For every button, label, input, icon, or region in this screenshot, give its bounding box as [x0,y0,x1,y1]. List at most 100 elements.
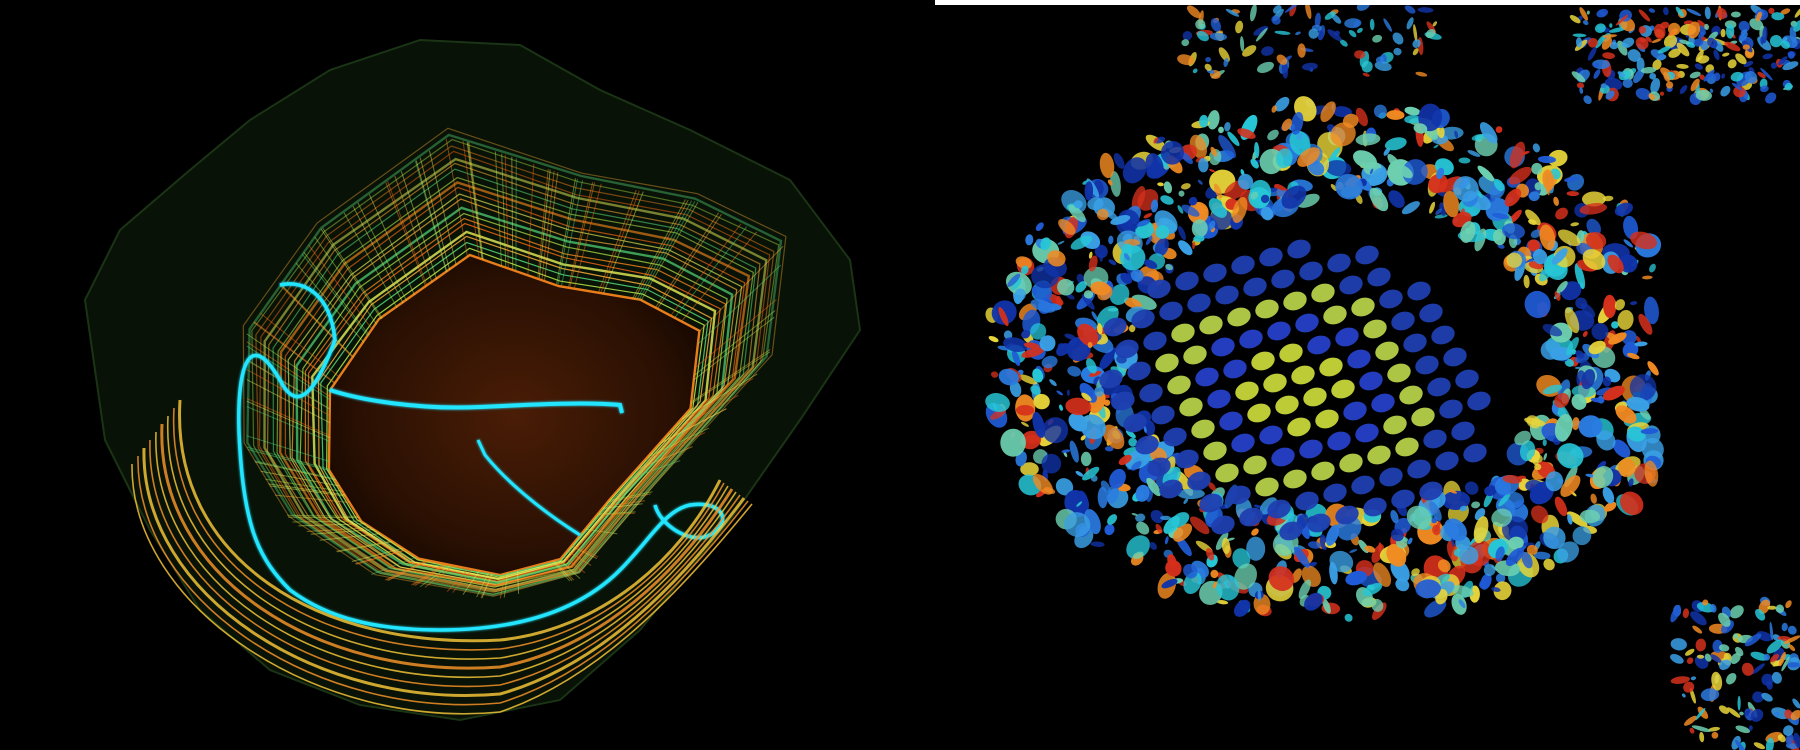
corner-gaussian [1569,15,1581,24]
corner-gaussian [1699,74,1705,80]
corner-gaussian [1686,8,1702,17]
wall-gaussian [1483,563,1496,577]
wall-gaussian [1581,369,1596,390]
wall-gaussian [1208,220,1216,230]
corner-gaussian [1622,42,1630,48]
wall-gaussian [1057,278,1075,296]
floor-gaussian [1239,507,1263,527]
bleacher-stairs [131,399,753,715]
floor-gaussian [1351,475,1375,495]
corner-gaussian [1636,57,1645,72]
corner-gaussian [1392,32,1404,45]
wall-edge [600,190,640,293]
wall-gaussian [1208,482,1216,491]
wall-gaussian [1614,202,1633,217]
bleacher-step [172,407,725,651]
wall-edge [269,485,346,497]
wall-gaussian [1605,332,1619,342]
wall-edge [246,379,331,424]
corner-gaussian [1698,31,1705,39]
wall-gaussian [1506,559,1514,567]
wall-gaussian [1109,468,1126,489]
contour-layer [255,145,775,593]
wall-gaussian [1107,514,1118,525]
wall-edge [553,561,573,581]
wall-edge [310,529,375,535]
wall-gaussian [1644,296,1659,325]
contour-layer [263,157,768,593]
wall-gaussian [1100,480,1111,494]
wall-gaussian [1113,153,1125,169]
wall-gaussian [1320,101,1336,123]
wall-gaussian [1612,439,1631,458]
wall-gaussian [1556,541,1580,563]
wall-gaussian [1117,209,1140,232]
floor-gaussian [1291,365,1315,385]
wall-edge [415,160,448,272]
wall-gaussian [1130,461,1142,471]
corner-gaussian [1770,654,1780,663]
gaussian-ellipsoid-scene [985,0,1800,750]
wall-gaussian [1579,281,1584,289]
wall-gaussian [1566,336,1579,356]
wall-gaussian [1221,537,1231,555]
wall-edge [603,191,644,294]
wall-edge [371,556,417,575]
corner-gaussian [1415,71,1428,77]
wall-gaussian [1099,253,1103,262]
floor-gaussian [1147,279,1171,299]
floor-gaussian [1099,369,1123,389]
wall-gaussian [1094,386,1104,397]
wall-edge [336,540,392,552]
corner-gaussian [1649,72,1657,80]
corner-gaussian [1781,656,1791,672]
contour-layer [291,198,738,586]
wall-gaussian [1353,150,1377,169]
corner-gaussian [1295,31,1301,36]
wall-gaussian [1049,379,1057,387]
wall-gaussian [1349,549,1358,553]
wall-gaussian [1531,162,1543,175]
corner-gaussian [1704,23,1710,30]
wall-gaussian [1442,490,1471,511]
wall-gaussian [1602,385,1625,401]
wall-gaussian [1167,554,1177,568]
wall-edge [694,299,777,368]
wall-gaussian [1542,439,1547,447]
corner-gaussian [1182,31,1193,41]
corner-gaussian [1724,41,1741,52]
wall-gaussian [1215,531,1229,551]
wall-edge [552,561,571,582]
corner-gaussian [1720,28,1726,38]
wall-gaussian [1257,589,1262,601]
wall-edge [424,565,454,588]
wall-edge [246,398,331,437]
floor-gaussian [1139,383,1163,403]
wall-edge [268,483,345,496]
wall-gaussian [1238,173,1254,190]
wall-gaussian [1407,537,1413,545]
wall-gaussian [1642,275,1653,280]
floor-gaussian [1191,419,1215,439]
wall-gaussian [1386,543,1407,567]
wall-gaussian [1197,179,1203,185]
wall-gaussian [1411,568,1420,577]
wall-gaussian [1369,168,1374,175]
wall-gaussian [1603,294,1617,319]
corner-gaussian [1253,25,1269,36]
corner-gaussian [1308,28,1319,39]
corner-gaussian [1242,45,1257,57]
wall-edge [343,212,398,308]
wall-gaussian [1614,299,1626,311]
wall-edge [412,564,445,586]
floor-gaussian [1323,305,1347,325]
floor-gaussian [1219,411,1243,431]
wall-gaussian [1369,187,1389,212]
wall-edge [556,178,576,284]
wall-edge [693,316,775,381]
wall-gaussian [1560,475,1581,497]
corner-gaussian [1768,7,1775,15]
wall-gaussian [1080,435,1086,441]
wall-gaussian [1638,313,1653,335]
wall-gaussian [1588,340,1606,355]
